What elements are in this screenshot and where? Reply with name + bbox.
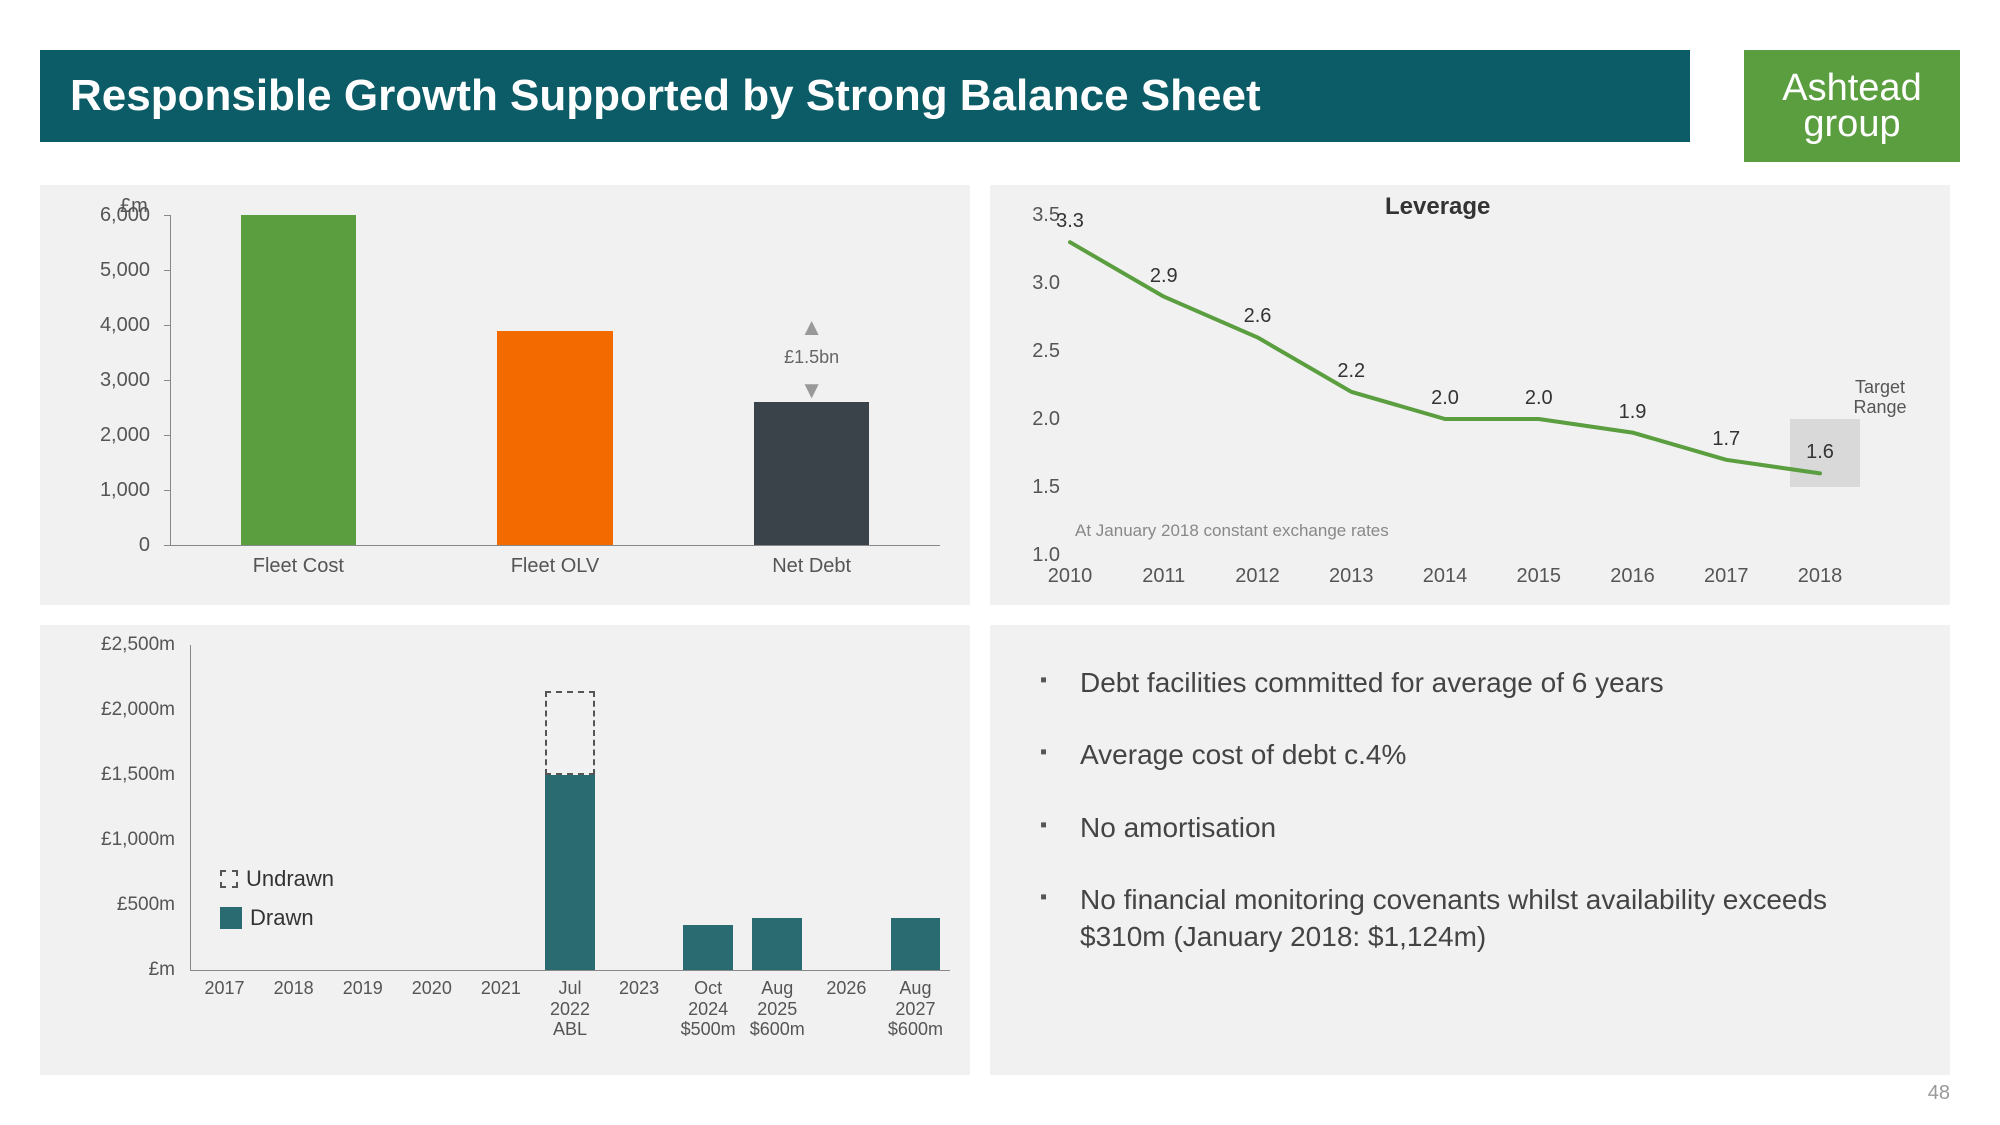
data-label: 2.9 [1139, 265, 1189, 288]
y-tick: £m [60, 959, 175, 981]
y-tick: 1,000 [60, 479, 150, 502]
y-tick: 6,000 [60, 204, 150, 227]
x-tick: 2012 [1228, 565, 1288, 588]
bullet-list: Debt facilities committed for average of… [1040, 665, 1900, 955]
y-tick: 4,000 [60, 314, 150, 337]
x-tick: 2016 [1603, 565, 1663, 588]
x-tick: Jul 2022 ABL [535, 978, 604, 1040]
data-label: 2.2 [1326, 360, 1376, 383]
page-number: 48 [1928, 1082, 1950, 1105]
y-tick: 2,000 [60, 424, 150, 447]
bullet-item: Average cost of debt c.4% [1040, 737, 1900, 773]
bullet-panel: Debt facilities committed for average of… [990, 625, 1950, 1075]
chart-debt-maturity: £m£500m£1,000m£1,500m£2,000m£2,500m20172… [40, 625, 970, 1075]
x-tick: 2010 [1040, 565, 1100, 588]
legend-drawn: Drawn [220, 905, 314, 931]
x-tick: 2020 [397, 978, 466, 999]
legend-swatch-undrawn [220, 870, 238, 888]
x-tick: 2017 [1696, 565, 1756, 588]
chart-footnote: At January 2018 constant exchange rates [1075, 521, 1389, 541]
bullet-item: No amortisation [1040, 810, 1900, 846]
chart-fleet-debt: £m01,0002,0003,0004,0005,0006,000Fleet C… [40, 185, 970, 605]
arrow-down-icon: ▼ [792, 377, 832, 405]
legend-undrawn: Undrawn [220, 866, 334, 892]
x-tick: Net Debt [742, 555, 882, 578]
x-tick: 2021 [466, 978, 535, 999]
data-label: 2.0 [1514, 387, 1564, 410]
logo-text-1: Ashtead [1782, 70, 1921, 106]
bar-drawn [752, 918, 802, 970]
page-title: Responsible Growth Supported by Strong B… [70, 71, 1261, 121]
data-label: 1.6 [1795, 441, 1845, 464]
x-tick: Aug 2025 $600m [743, 978, 812, 1040]
y-tick: 3,000 [60, 369, 150, 392]
bar-drawn [545, 775, 595, 970]
bar [497, 331, 613, 546]
bar-drawn [891, 918, 941, 970]
data-label: 2.6 [1233, 305, 1283, 328]
bullet-item: Debt facilities committed for average of… [1040, 665, 1900, 701]
company-logo: Ashtead group [1744, 50, 1960, 162]
chart-leverage: Leverage1.01.52.02.53.03.5TargetRange3.3… [990, 185, 1950, 605]
y-tick: £500m [60, 894, 175, 916]
bar-drawn [683, 925, 733, 971]
x-tick: 2014 [1415, 565, 1475, 588]
y-tick: £1,500m [60, 764, 175, 786]
arrow-up-icon: ▲ [792, 314, 832, 342]
x-tick: 2023 [605, 978, 674, 999]
data-label: 1.7 [1701, 428, 1751, 451]
x-tick: Fleet OLV [485, 555, 625, 578]
x-tick: 2018 [1790, 565, 1850, 588]
bar [754, 402, 870, 545]
y-tick: £1,000m [60, 829, 175, 851]
x-tick: 2017 [190, 978, 259, 999]
bar-undrawn [545, 691, 595, 776]
x-tick: Aug 2027 $600m [881, 978, 950, 1040]
x-tick: 2018 [259, 978, 328, 999]
headroom-annotation: £1.5bn [772, 347, 852, 368]
y-tick: 5,000 [60, 259, 150, 282]
bullet-item: No financial monitoring covenants whilst… [1040, 882, 1900, 955]
leverage-line [990, 185, 1950, 605]
y-tick: £2,000m [60, 699, 175, 721]
data-label: 2.0 [1420, 387, 1470, 410]
x-tick: 2011 [1134, 565, 1194, 588]
data-label: 1.9 [1608, 401, 1658, 424]
bar [241, 215, 357, 545]
x-tick: 2019 [328, 978, 397, 999]
x-tick: 2026 [812, 978, 881, 999]
x-tick: 2013 [1321, 565, 1381, 588]
x-tick: 2015 [1509, 565, 1569, 588]
x-tick: Oct 2024 $500m [674, 978, 743, 1040]
y-tick: £2,500m [60, 634, 175, 656]
title-bar: Responsible Growth Supported by Strong B… [40, 50, 1690, 142]
data-label: 3.3 [1045, 210, 1095, 233]
y-tick: 0 [60, 534, 150, 557]
legend-swatch-drawn [220, 907, 242, 929]
logo-text-2: group [1803, 106, 1900, 142]
x-tick: Fleet Cost [228, 555, 368, 578]
